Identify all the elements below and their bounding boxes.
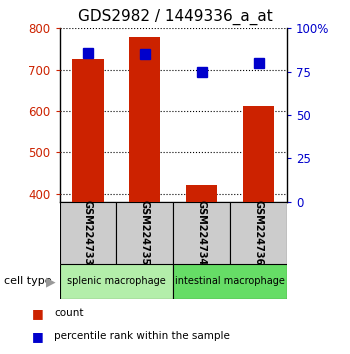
Text: ▶: ▶ — [46, 275, 56, 288]
Text: GSM224733: GSM224733 — [83, 200, 93, 266]
Text: splenic macrophage: splenic macrophage — [67, 276, 166, 286]
Bar — [72, 59, 104, 202]
Text: GSM224735: GSM224735 — [140, 200, 150, 266]
Bar — [243, 106, 274, 202]
Bar — [116, 202, 173, 264]
Text: percentile rank within the sample: percentile rank within the sample — [54, 331, 230, 341]
Text: ■: ■ — [32, 307, 43, 320]
Text: count: count — [54, 308, 84, 318]
Bar — [173, 264, 287, 299]
Bar — [230, 202, 287, 264]
Bar — [60, 202, 116, 264]
Text: GDS2982 / 1449336_a_at: GDS2982 / 1449336_a_at — [78, 9, 272, 25]
Text: intestinal macrophage: intestinal macrophage — [175, 276, 285, 286]
Text: ■: ■ — [32, 330, 43, 343]
Text: GSM224734: GSM224734 — [197, 200, 207, 266]
Bar — [186, 185, 217, 202]
Text: cell type: cell type — [4, 276, 51, 286]
Bar — [173, 202, 230, 264]
Bar — [60, 264, 173, 299]
Text: GSM224736: GSM224736 — [253, 200, 264, 266]
Bar — [129, 36, 160, 202]
